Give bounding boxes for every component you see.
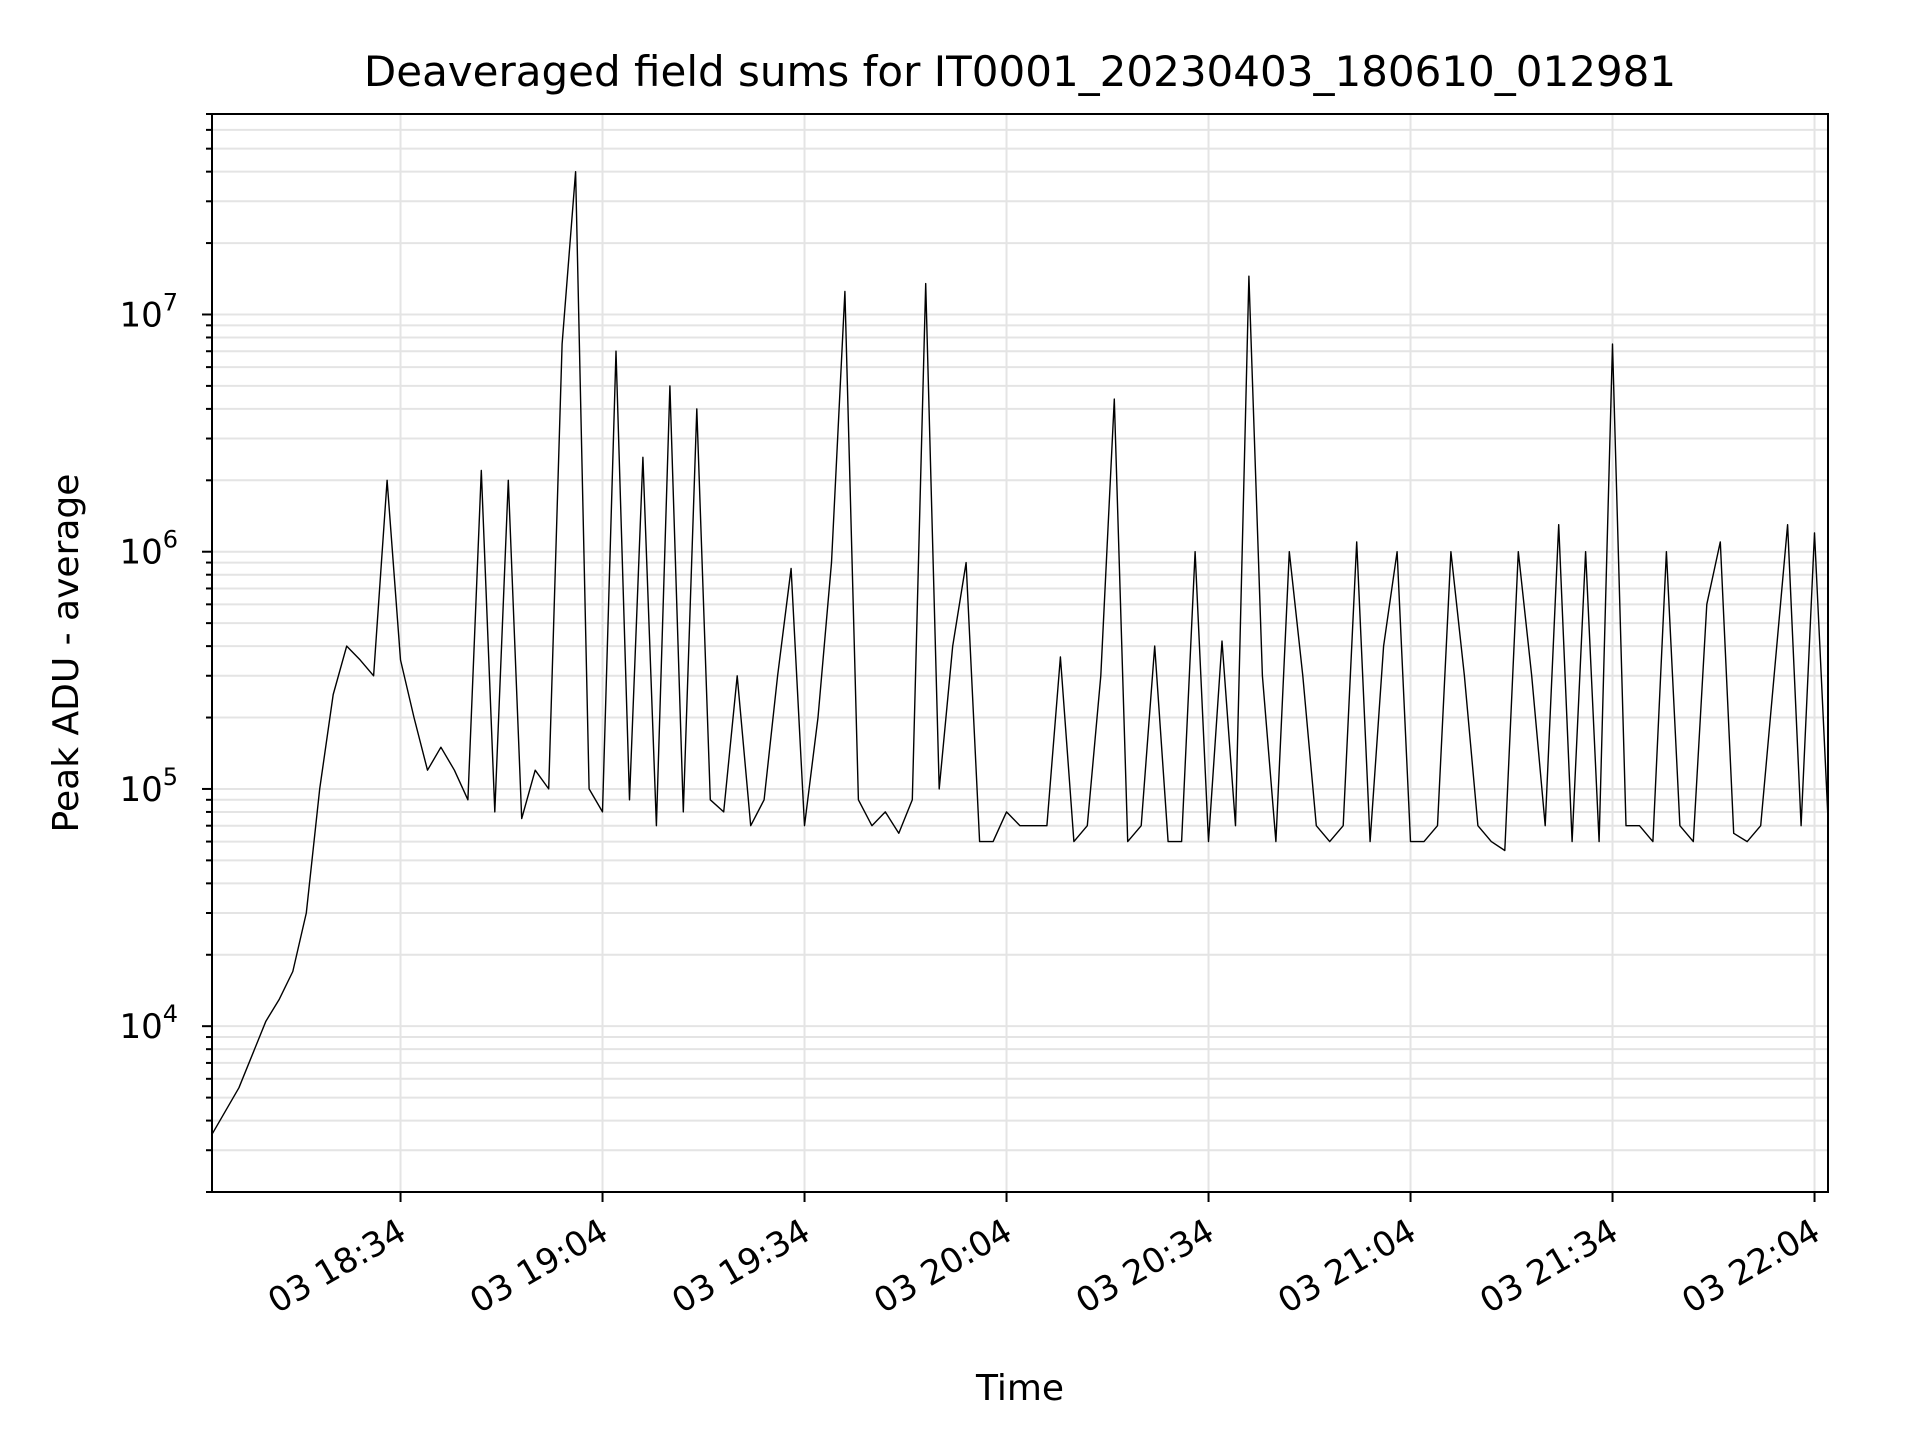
series-layer bbox=[211, 170, 1829, 1135]
y-tick-label: 105 bbox=[119, 763, 178, 810]
y-axis-label: Peak ADU - average bbox=[46, 474, 87, 833]
grid-lines bbox=[212, 113, 1828, 1193]
plot-frame bbox=[211, 113, 1829, 1193]
y-tick-label: 106 bbox=[119, 526, 178, 573]
x-tick-label: 03 20:34 bbox=[1069, 1211, 1221, 1322]
x-tick-label: 03 21:04 bbox=[1271, 1211, 1423, 1322]
x-tick-label: 03 19:34 bbox=[665, 1211, 817, 1322]
y-tick-label: 107 bbox=[119, 288, 178, 335]
x-tick-label: 03 19:04 bbox=[463, 1211, 615, 1322]
y-tick-label-exponent: 5 bbox=[163, 763, 178, 791]
x-tick-label: 03 20:04 bbox=[867, 1211, 1019, 1322]
y-tick-label-exponent: 6 bbox=[163, 526, 178, 554]
y-tick-label-base: 10 bbox=[119, 1007, 162, 1047]
series-line bbox=[211, 170, 1829, 1135]
x-axis-label: Time bbox=[975, 1368, 1064, 1409]
chart-title: Deaveraged field sums for IT0001_2023040… bbox=[364, 47, 1676, 96]
x-tick-label: 03 22:04 bbox=[1675, 1211, 1827, 1322]
x-tick-label: 03 21:34 bbox=[1473, 1211, 1625, 1322]
y-tick-label-exponent: 7 bbox=[163, 288, 178, 316]
y-tick-label-exponent: 4 bbox=[163, 1000, 178, 1028]
y-tick-label-base: 10 bbox=[119, 770, 162, 810]
x-tick-label: 03 18:34 bbox=[261, 1211, 413, 1322]
y-tick-label-base: 10 bbox=[119, 295, 162, 335]
y-tick-label-base: 10 bbox=[119, 533, 162, 573]
y-tick-label: 104 bbox=[119, 1000, 178, 1047]
